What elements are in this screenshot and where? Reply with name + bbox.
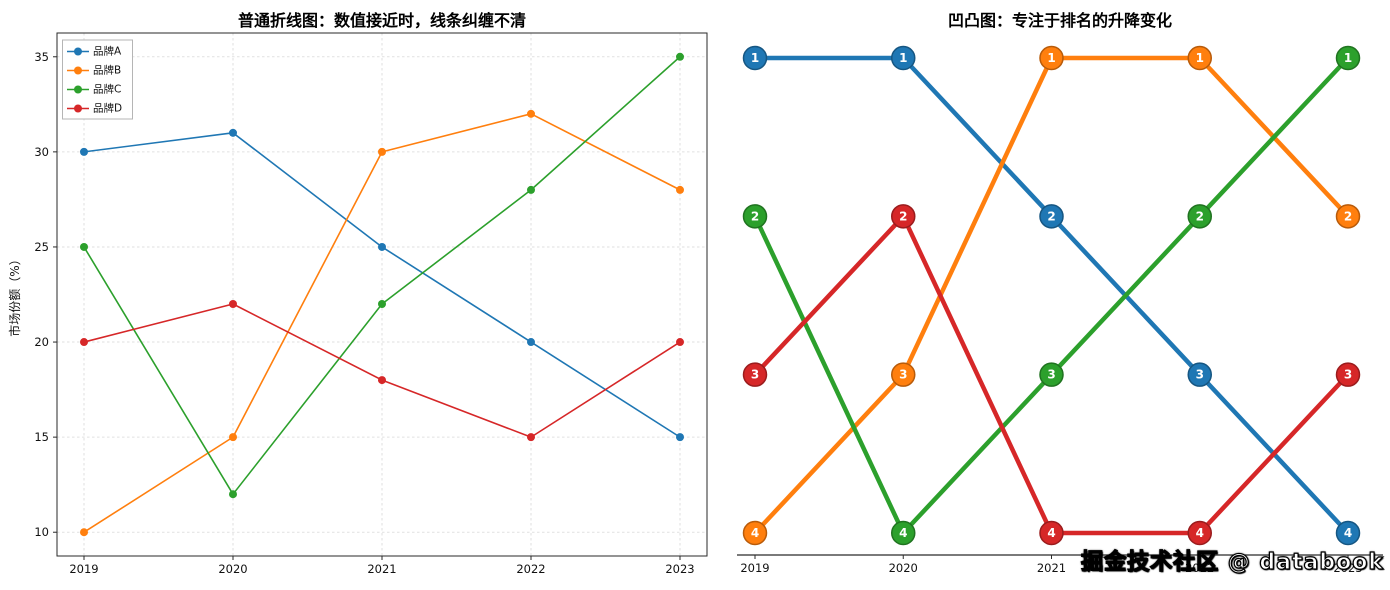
- rank-node-品牌B: [1039, 45, 1064, 71]
- rank-node-品牌A: [1187, 362, 1212, 387]
- data-point: [229, 433, 237, 442]
- rank-node-品牌A: [742, 45, 768, 71]
- rank-number: 3: [1196, 368, 1204, 382]
- rank-number: 4: [1344, 526, 1352, 540]
- legend-marker: [74, 47, 82, 56]
- bump-chart-svg: 2019 2020 2021 2022 2023 1 1 2 3 4 4 3 1 1 2 2 4 3 2 1 3 2 4 4 3: [737, 45, 1383, 575]
- data-point: [229, 490, 237, 499]
- data-point: [676, 338, 684, 347]
- data-point: [378, 300, 386, 309]
- rank-node-品牌D: [891, 204, 916, 229]
- data-point: [378, 242, 386, 251]
- legend-label: 品牌A: [93, 45, 122, 58]
- rank-number: 1: [899, 51, 907, 65]
- rank-number: 2: [1047, 209, 1055, 223]
- legend: 品牌A 品牌B 品牌C 品牌D: [62, 39, 133, 120]
- rank-number: 4: [1196, 526, 1204, 540]
- data-point: [676, 433, 684, 442]
- legend-label: 品牌D: [93, 102, 122, 115]
- rank-number: 3: [751, 368, 759, 382]
- line-chart-title: 普通折线图：数值接近时，线条纠缠不清: [237, 11, 526, 30]
- rank-number: 4: [751, 526, 759, 540]
- watermark: 掘金技术社区 @ databook: [1081, 549, 1384, 575]
- data-point: [378, 147, 386, 156]
- rank-node-品牌C: [742, 204, 768, 229]
- legend-marker: [74, 85, 82, 94]
- data-point: [676, 185, 684, 194]
- legend-label: 品牌B: [93, 64, 121, 77]
- data-point: [527, 338, 535, 347]
- legend-marker: [74, 104, 82, 113]
- rank-number: 2: [751, 209, 759, 223]
- rank-node-品牌A: [1039, 204, 1064, 229]
- x-tick-label: 2019: [740, 561, 769, 575]
- y-tick-label: 25: [34, 240, 49, 254]
- rank-number: 4: [899, 526, 907, 540]
- data-point: [378, 376, 386, 385]
- bump-line-品牌B: [752, 55, 1351, 536]
- rank-node-品牌A: [1335, 520, 1361, 546]
- rank-node-品牌C: [891, 520, 916, 546]
- legend-marker: [74, 66, 82, 75]
- x-tick-label: 2022: [516, 562, 545, 576]
- rank-node-品牌B: [891, 362, 916, 387]
- data-point: [676, 52, 684, 61]
- rank-node-品牌D: [1039, 520, 1064, 546]
- rank-number: 3: [899, 368, 907, 382]
- rank-number: 2: [1344, 209, 1352, 223]
- data-point: [229, 300, 237, 309]
- data-point: [80, 528, 88, 537]
- rank-node-品牌D: [1335, 362, 1361, 387]
- rank-number: 1: [1196, 51, 1204, 65]
- data-point: [527, 185, 535, 194]
- rank-node-品牌C: [1187, 204, 1212, 229]
- bump-line-品牌A: [752, 55, 1351, 536]
- rank-number: 3: [1344, 368, 1352, 382]
- rank-number: 1: [1344, 51, 1352, 65]
- x-tick-label: 2023: [665, 562, 694, 576]
- legend-label: 品牌C: [93, 83, 121, 96]
- data-point: [80, 338, 88, 347]
- y-tick-label: 10: [34, 525, 49, 539]
- legend-frame: [62, 39, 133, 120]
- rank-number: 4: [1047, 526, 1055, 540]
- x-tick-label: 2021: [1037, 561, 1066, 575]
- x-tick-label: 2023: [1333, 561, 1362, 575]
- rank-node-品牌D: [1187, 520, 1212, 546]
- x-tick-label: 2020: [218, 562, 247, 576]
- data-point: [80, 242, 88, 251]
- x-tick-label: 2021: [367, 562, 396, 576]
- rank-number: 3: [1047, 368, 1055, 382]
- y-tick-label: 30: [34, 145, 49, 159]
- rank-number: 1: [1047, 51, 1055, 65]
- y-tick-label: 20: [34, 335, 49, 349]
- rank-node-品牌B: [1335, 204, 1361, 229]
- rank-node-品牌A: [891, 45, 916, 71]
- x-tick-label: 2019: [69, 562, 98, 576]
- rank-node-品牌B: [742, 520, 768, 546]
- rank-node-品牌B: [1187, 45, 1212, 71]
- rank-number: 2: [899, 209, 907, 223]
- y-tick-label: 35: [34, 50, 49, 64]
- x-tick-label: 2020: [889, 561, 918, 575]
- rank-number: 2: [1196, 209, 1204, 223]
- data-point: [527, 109, 535, 118]
- x-tick-label: 2022: [1185, 561, 1214, 575]
- rank-number: 1: [751, 51, 759, 65]
- y-tick-label: 15: [34, 430, 49, 444]
- rank-node-品牌D: [742, 362, 768, 387]
- data-point: [527, 433, 535, 442]
- rank-node-品牌C: [1039, 362, 1064, 387]
- bump-chart-title: 凹凸图：专注于排名的升降变化: [947, 11, 1172, 30]
- bump-line-品牌C: [752, 55, 1351, 536]
- data-point: [80, 147, 88, 156]
- rank-node-品牌C: [1335, 45, 1361, 71]
- data-point: [229, 128, 237, 137]
